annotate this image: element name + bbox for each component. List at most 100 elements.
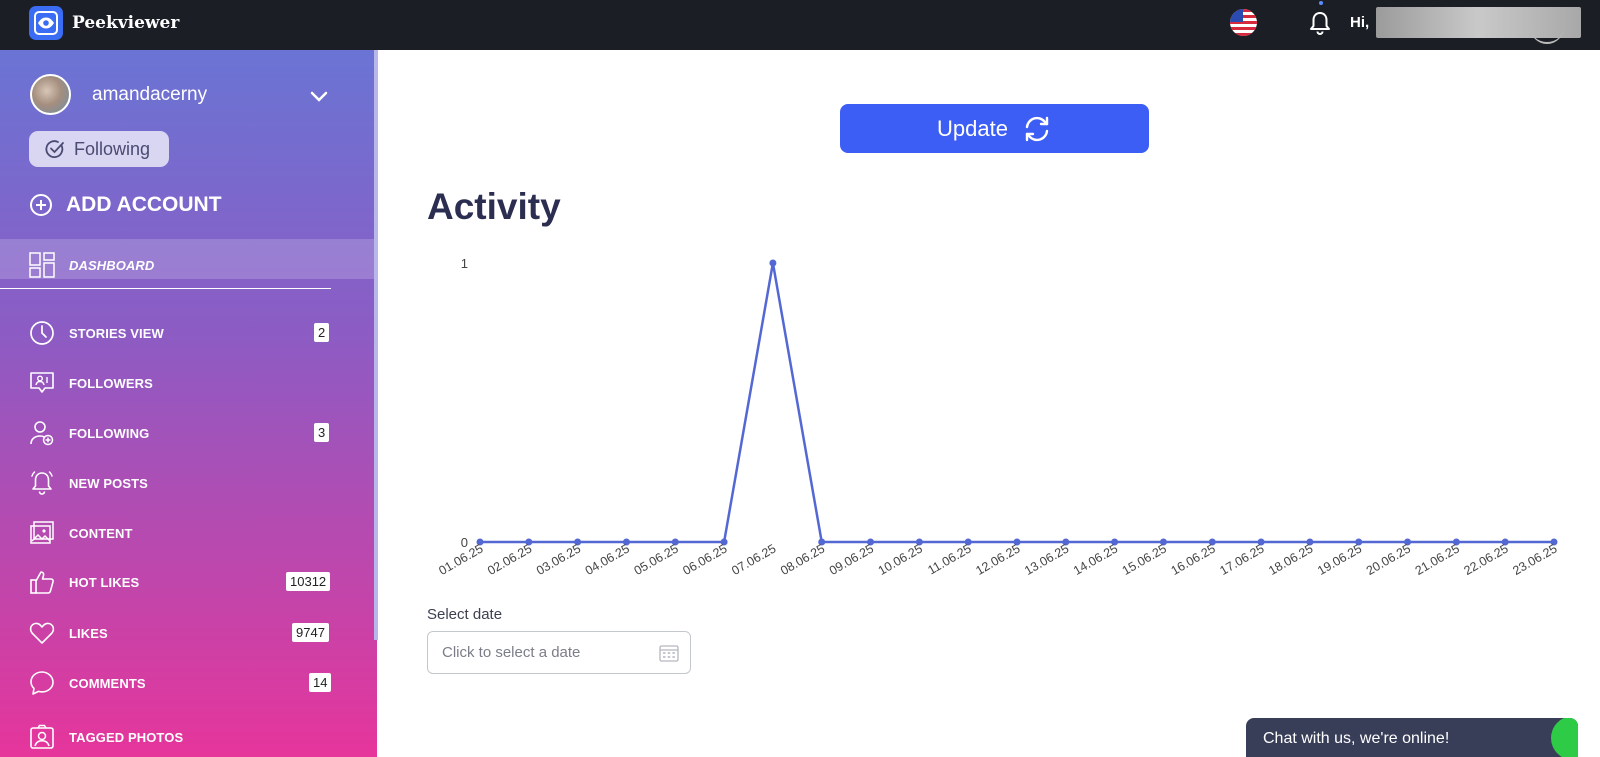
- account-switcher[interactable]: amandacerny: [30, 74, 207, 115]
- data-point[interactable]: [720, 538, 728, 546]
- data-point[interactable]: [1062, 538, 1070, 546]
- data-point[interactable]: [1404, 538, 1412, 546]
- hot-likes-badge: 10312: [286, 572, 331, 591]
- likes-badge: 9747: [292, 623, 329, 642]
- thumbs-up-icon: [28, 568, 56, 596]
- sidebar-item-likes[interactable]: LIKES: [28, 618, 108, 648]
- data-point[interactable]: [1111, 538, 1119, 546]
- x-tick-label: 03.06.25: [534, 541, 583, 577]
- x-tick-label: 19.06.25: [1315, 541, 1364, 577]
- x-tick-label: 06.06.25: [680, 541, 729, 577]
- sidebar-item-label: STORIES VIEW: [69, 325, 164, 341]
- sidebar-item-label: COMMENTS: [69, 675, 146, 691]
- data-point[interactable]: [622, 538, 630, 546]
- data-point[interactable]: [574, 538, 582, 546]
- update-button[interactable]: Update: [840, 104, 1149, 153]
- data-point[interactable]: [1306, 538, 1314, 546]
- x-tick-label: 20.06.25: [1364, 541, 1413, 577]
- refresh-icon: [1025, 116, 1049, 141]
- sidebar-item-label: NEW POSTS: [69, 475, 148, 491]
- add-account-button[interactable]: ADD ACCOUNT: [29, 193, 222, 217]
- sidebar-item-comments[interactable]: COMMENTS: [28, 668, 146, 698]
- user-avatar[interactable]: [1530, 22, 1564, 44]
- check-circle-icon: [45, 140, 64, 159]
- account-username: amandacerny: [92, 83, 208, 105]
- following-label: Following: [74, 138, 151, 159]
- x-tick-label: 11.06.25: [925, 541, 973, 577]
- data-point[interactable]: [1208, 538, 1216, 546]
- x-tick-label: 15.06.25: [1120, 541, 1169, 577]
- heart-icon: [28, 619, 56, 647]
- data-point[interactable]: [1013, 538, 1021, 546]
- sidebar-scrollbar[interactable]: [374, 50, 378, 640]
- data-point[interactable]: [476, 538, 484, 546]
- image-icon: [28, 519, 56, 547]
- sidebar-item-label: FOLLOWERS: [69, 375, 153, 391]
- sidebar-item-dashboard[interactable]: DASHBOARD: [28, 250, 154, 280]
- sidebar-item-tagged-photos[interactable]: TAGGED PHOTOS: [28, 722, 183, 752]
- x-tick-label: 18.06.25: [1266, 541, 1315, 577]
- data-point[interactable]: [1355, 538, 1363, 546]
- sidebar-item-label: HOT LIKES: [69, 574, 140, 590]
- data-point[interactable]: [1159, 538, 1167, 546]
- sidebar-item-following[interactable]: FOLLOWING: [28, 418, 149, 448]
- following-badge: 3: [314, 423, 330, 442]
- following-status-button[interactable]: Following: [29, 131, 169, 167]
- greeting: Hi,: [1350, 14, 1370, 31]
- sidebar-item-label: LIKES: [69, 625, 108, 641]
- data-point[interactable]: [525, 538, 533, 546]
- avatar: [30, 74, 71, 115]
- stories-view-badge: 2: [314, 323, 330, 342]
- bell-icon: [28, 469, 56, 497]
- data-point[interactable]: [769, 259, 777, 267]
- sidebar-item-new-posts[interactable]: NEW POSTS: [28, 468, 148, 498]
- sidebar-item-stories-view[interactable]: STORIES VIEW: [28, 318, 164, 348]
- update-label: Update: [937, 115, 1008, 141]
- brand-name: Peekviewer: [72, 13, 180, 33]
- x-tick-label: 07.06.25: [729, 541, 778, 577]
- brand[interactable]: Peekviewer: [29, 6, 179, 40]
- sidebar-item-label: FOLLOWING: [69, 425, 150, 441]
- sidebar-item-followers[interactable]: FOLLOWERS: [28, 368, 153, 398]
- data-point[interactable]: [964, 538, 972, 546]
- tagged-user-icon: [28, 723, 56, 751]
- data-point[interactable]: [1550, 538, 1558, 546]
- date-picker[interactable]: [427, 631, 691, 674]
- x-tick-label: 14.06.25: [1071, 541, 1120, 577]
- chevron-down-icon[interactable]: [310, 90, 328, 102]
- followers-icon: [28, 369, 56, 397]
- page-title: Activity: [427, 186, 561, 227]
- comment-icon: [28, 669, 56, 697]
- top-bar: Peekviewer Hi,: [0, 0, 1600, 50]
- x-tick-label: 16.06.25: [1169, 541, 1218, 577]
- date-input[interactable]: [442, 632, 652, 672]
- plus-circle-icon: [30, 194, 52, 216]
- y-tick-label: 1: [461, 256, 468, 271]
- calendar-icon[interactable]: [659, 644, 679, 662]
- comments-badge: 14: [309, 673, 332, 692]
- data-point[interactable]: [1257, 538, 1265, 546]
- data-point[interactable]: [915, 538, 923, 546]
- sidebar-item-label: DASHBOARD: [69, 257, 155, 273]
- x-tick-label: 02.06.25: [485, 541, 534, 577]
- sidebar-item-hot-likes[interactable]: HOT LIKES: [28, 567, 139, 597]
- data-point[interactable]: [1501, 538, 1509, 546]
- x-tick-label: 08.06.25: [778, 541, 827, 577]
- x-tick-label: 12.06.25: [973, 541, 1022, 577]
- data-point[interactable]: [671, 538, 679, 546]
- data-point[interactable]: [1452, 538, 1460, 546]
- chat-widget[interactable]: Chat with us, we're online!: [1246, 718, 1578, 757]
- bell-icon[interactable]: [1308, 10, 1332, 36]
- x-tick-label: 17.06.25: [1217, 541, 1266, 577]
- us-flag-icon[interactable]: [1230, 9, 1257, 36]
- dashboard-icon: [28, 251, 56, 279]
- x-tick-label: 10.06.25: [876, 541, 925, 577]
- y-tick-label: 0: [461, 535, 468, 550]
- sidebar-item-label: TAGGED PHOTOS: [69, 729, 184, 745]
- sidebar-item-content[interactable]: CONTENT: [28, 518, 133, 548]
- series-line: [480, 261, 1554, 544]
- data-point[interactable]: [818, 538, 826, 546]
- active-nav-highlight: [0, 239, 374, 279]
- data-point[interactable]: [867, 538, 875, 546]
- nav-divider: [0, 288, 331, 289]
